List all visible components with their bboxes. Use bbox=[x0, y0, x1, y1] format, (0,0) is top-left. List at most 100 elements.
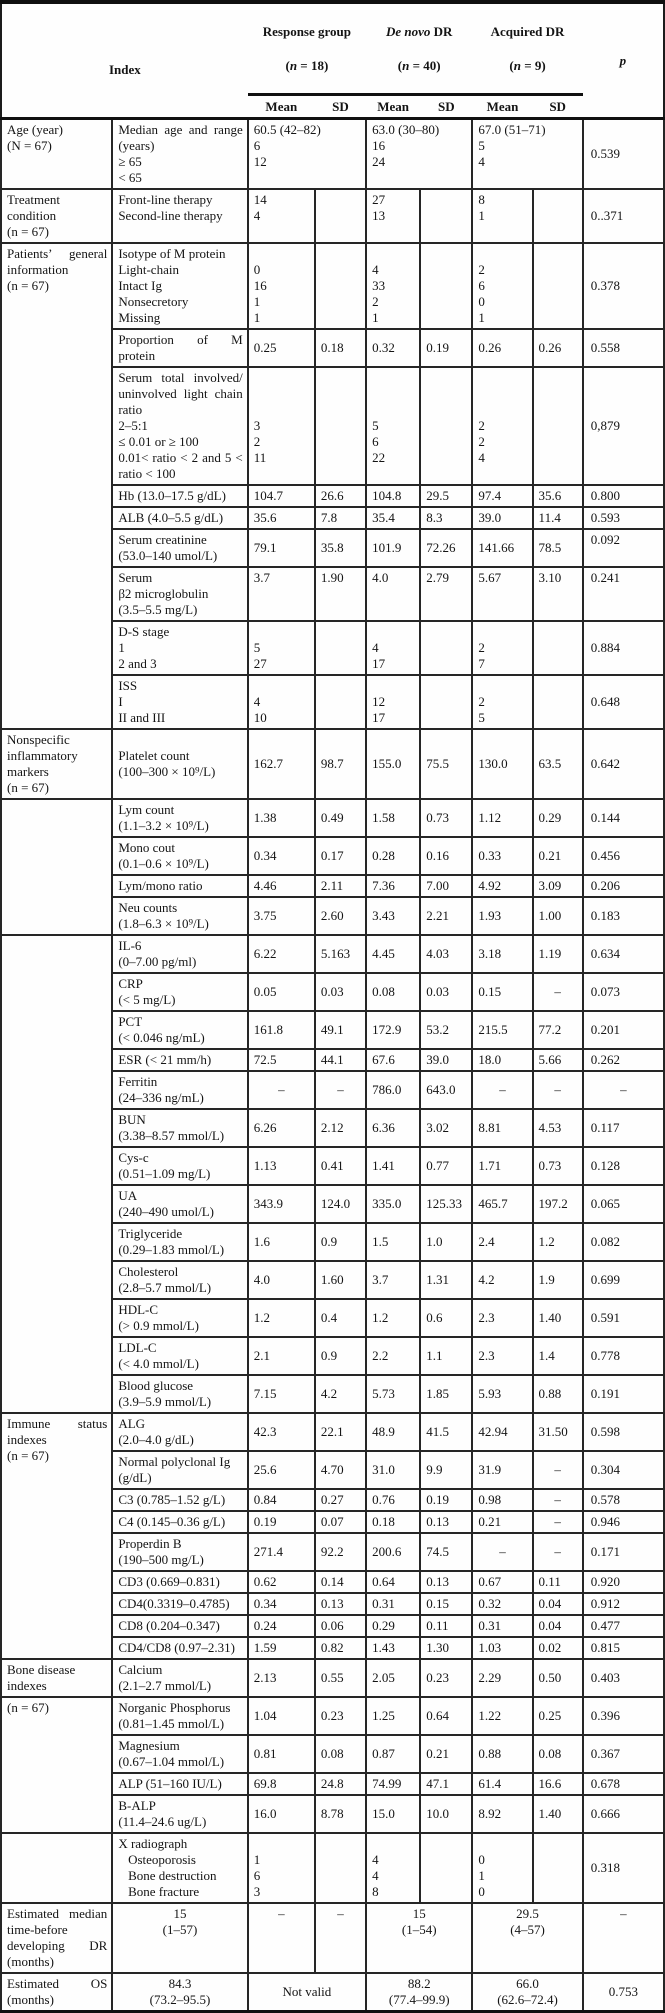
value-cell: 16.6 bbox=[531, 1772, 584, 1796]
value-cell: 0.13 bbox=[419, 1570, 474, 1594]
value-cell: 0.81 bbox=[246, 1734, 316, 1774]
value-cell: – bbox=[313, 1902, 368, 1974]
group-title-text: Response group bbox=[262, 24, 352, 39]
value-cell: 1.90 bbox=[313, 566, 368, 622]
table-row: Normal polyclonal Ig (g/dL) 25.6 4.70 31.0 9… bbox=[1, 1450, 665, 1490]
p-value-cell: 0.201 bbox=[581, 1010, 665, 1050]
value-cell: Not valid bbox=[246, 1972, 368, 2013]
table-row: IL-6 (0–7.00 pg/ml) 6.22 5.163 4.45 4.03 3.18… bbox=[0, 934, 665, 1414]
value-cell bbox=[531, 188, 584, 244]
table-row: D-S stage 1 2 and 3 5 27 4 17 2 7 0.884 bbox=[1, 620, 665, 676]
index-label-cell: Mono cout (0.1–0.6 × 10⁹/L) bbox=[111, 836, 249, 876]
index-label-cell: CD3 (0.669–0.831) bbox=[111, 1570, 249, 1594]
value-cell: 1.2 bbox=[531, 1222, 584, 1262]
value-cell: 2.13 bbox=[246, 1658, 316, 1698]
value-cell: 5.93 bbox=[471, 1374, 534, 1414]
value-cell: 3 2 11 bbox=[246, 366, 316, 486]
value-cell: 35.6 bbox=[246, 506, 316, 530]
value-cell: – bbox=[531, 1510, 584, 1534]
value-cell: 5.163 bbox=[313, 934, 368, 974]
value-cell bbox=[313, 674, 368, 730]
value-cell: 0.18 bbox=[365, 1510, 422, 1534]
value-cell: – bbox=[531, 1450, 584, 1490]
p-value-cell: 0.800 bbox=[581, 484, 665, 508]
table-row: ALP (51–160 IU/L) 69.8 24.8 74.99 47.1 61.4 16… bbox=[1, 1772, 665, 1796]
value-cell: 3.7 bbox=[246, 566, 316, 622]
index-label-cell: IL-6 (0–7.00 pg/ml) bbox=[111, 934, 249, 974]
value-cell: 0.06 bbox=[313, 1614, 368, 1638]
value-cell: 101.9 bbox=[365, 528, 422, 568]
value-cell bbox=[531, 1832, 584, 1904]
value-cell: 41.5 bbox=[419, 1412, 474, 1452]
index-label-cell: Calcium (2.1–2.7 mmol/L) bbox=[111, 1658, 249, 1698]
p-value-cell: 0.378 bbox=[581, 242, 665, 330]
index-label-cell: ESR (< 21 mm/h) bbox=[111, 1048, 249, 1072]
p-value-cell: 0.171 bbox=[581, 1532, 665, 1572]
value-cell: 0.50 bbox=[531, 1658, 584, 1698]
value-cell: 61.4 bbox=[471, 1772, 534, 1796]
table-body: Age (year) (N = 67) Median age and range … bbox=[0, 117, 665, 2013]
table-row: PCT (< 0.046 ng/mL) 161.8 49.1 172.9 53.2 215… bbox=[1, 1010, 665, 1050]
index-label-cell: PCT (< 0.046 ng/mL) bbox=[111, 1010, 249, 1050]
value-cell: 5 27 bbox=[246, 620, 316, 676]
value-cell: 0.31 bbox=[365, 1592, 422, 1616]
index-label-cell: 84.3 (73.2–95.5) bbox=[111, 1972, 249, 2013]
value-cell: 4.0 bbox=[365, 566, 422, 622]
value-cell: 1.04 bbox=[246, 1696, 316, 1736]
value-cell: 4.53 bbox=[531, 1108, 584, 1148]
value-cell: 0.25 bbox=[531, 1696, 584, 1736]
value-cell: 1.71 bbox=[471, 1146, 534, 1186]
header-measure-row: Mean SD Mean SD Mean SD bbox=[1, 94, 664, 120]
p-value-cell: 0.128 bbox=[581, 1146, 665, 1186]
value-cell: 4.03 bbox=[419, 934, 474, 974]
index-label-cell: BUN (3.38–8.57 mmol/L) bbox=[111, 1108, 249, 1148]
value-cell: 4.70 bbox=[313, 1450, 368, 1490]
index-label-cell: Cholesterol (2.8–5.7 mmol/L) bbox=[111, 1260, 249, 1300]
table-row: (n = 67) Norganic Phosphorus (0.81–1.45 m… bbox=[0, 1696, 665, 1834]
value-cell: 1.58 bbox=[365, 798, 422, 838]
table-row: Serum creatinine (53.0–140 umol/L) 79.1 35… bbox=[1, 528, 665, 568]
value-cell: 67.6 bbox=[365, 1048, 422, 1072]
value-cell: 4.45 bbox=[365, 934, 422, 974]
value-cell: 0.26 bbox=[531, 328, 584, 368]
value-cell: 8.92 bbox=[471, 1794, 534, 1834]
table-row: Age (year) (N = 67) Median age and range … bbox=[0, 117, 665, 190]
value-cell bbox=[313, 242, 368, 330]
index-label-cell: C4 (0.145–0.36 g/L) bbox=[111, 1510, 249, 1534]
value-cell: 0.73 bbox=[419, 798, 474, 838]
value-cell: 2.11 bbox=[313, 874, 368, 898]
value-cell: – bbox=[531, 972, 584, 1012]
table-row: Serum total involved/ uninvolved light c… bbox=[1, 366, 665, 486]
value-cell: 0.55 bbox=[313, 1658, 368, 1698]
value-cell: 4.2 bbox=[313, 1374, 368, 1414]
index-label-cell: Serum creatinine (53.0–140 umol/L) bbox=[111, 528, 249, 568]
value-cell: 8.81 bbox=[471, 1108, 534, 1148]
index-label-cell: LDL-C (< 4.0 mmol/L) bbox=[111, 1336, 249, 1376]
value-cell: 1.0 bbox=[419, 1222, 474, 1262]
header-index: Index bbox=[1, 2, 248, 120]
value-cell: 2.3 bbox=[471, 1336, 534, 1376]
value-cell: 11.4 bbox=[531, 506, 584, 530]
value-cell: 7.8 bbox=[313, 506, 368, 530]
n-value: = 9) bbox=[520, 58, 546, 73]
value-cell: 3.09 bbox=[531, 874, 584, 898]
index-label-cell: CRP (< 5 mg/L) bbox=[111, 972, 249, 1012]
table-row: ALB (4.0–5.5 g/dL) 35.6 7.8 35.4 8.3 39.0 11.4… bbox=[1, 506, 665, 530]
value-cell: 35.4 bbox=[365, 506, 422, 530]
p-value-cell: 0.092 bbox=[581, 528, 665, 568]
value-cell: 0.13 bbox=[313, 1592, 368, 1616]
table-row: Blood glucose (3.9–5.9 mmol/L) 7.15 4.2 5.7… bbox=[1, 1374, 665, 1414]
value-cell: 4.0 bbox=[246, 1260, 316, 1300]
value-cell: 1.6 bbox=[246, 1222, 316, 1262]
value-cell bbox=[419, 1832, 474, 1904]
value-cell: 18.0 bbox=[471, 1048, 534, 1072]
value-cell: 69.8 bbox=[246, 1772, 316, 1796]
value-cell: 4 33 2 1 bbox=[365, 242, 422, 330]
value-cell: 125.33 bbox=[419, 1184, 474, 1224]
n-symbol: n bbox=[402, 58, 410, 73]
value-cell: 15 (1–54) bbox=[365, 1902, 474, 1974]
group-n: (n = 9) bbox=[474, 57, 580, 74]
header-index-label: Index bbox=[108, 61, 141, 77]
value-cell: 0.88 bbox=[531, 1374, 584, 1414]
value-cell bbox=[419, 674, 474, 730]
